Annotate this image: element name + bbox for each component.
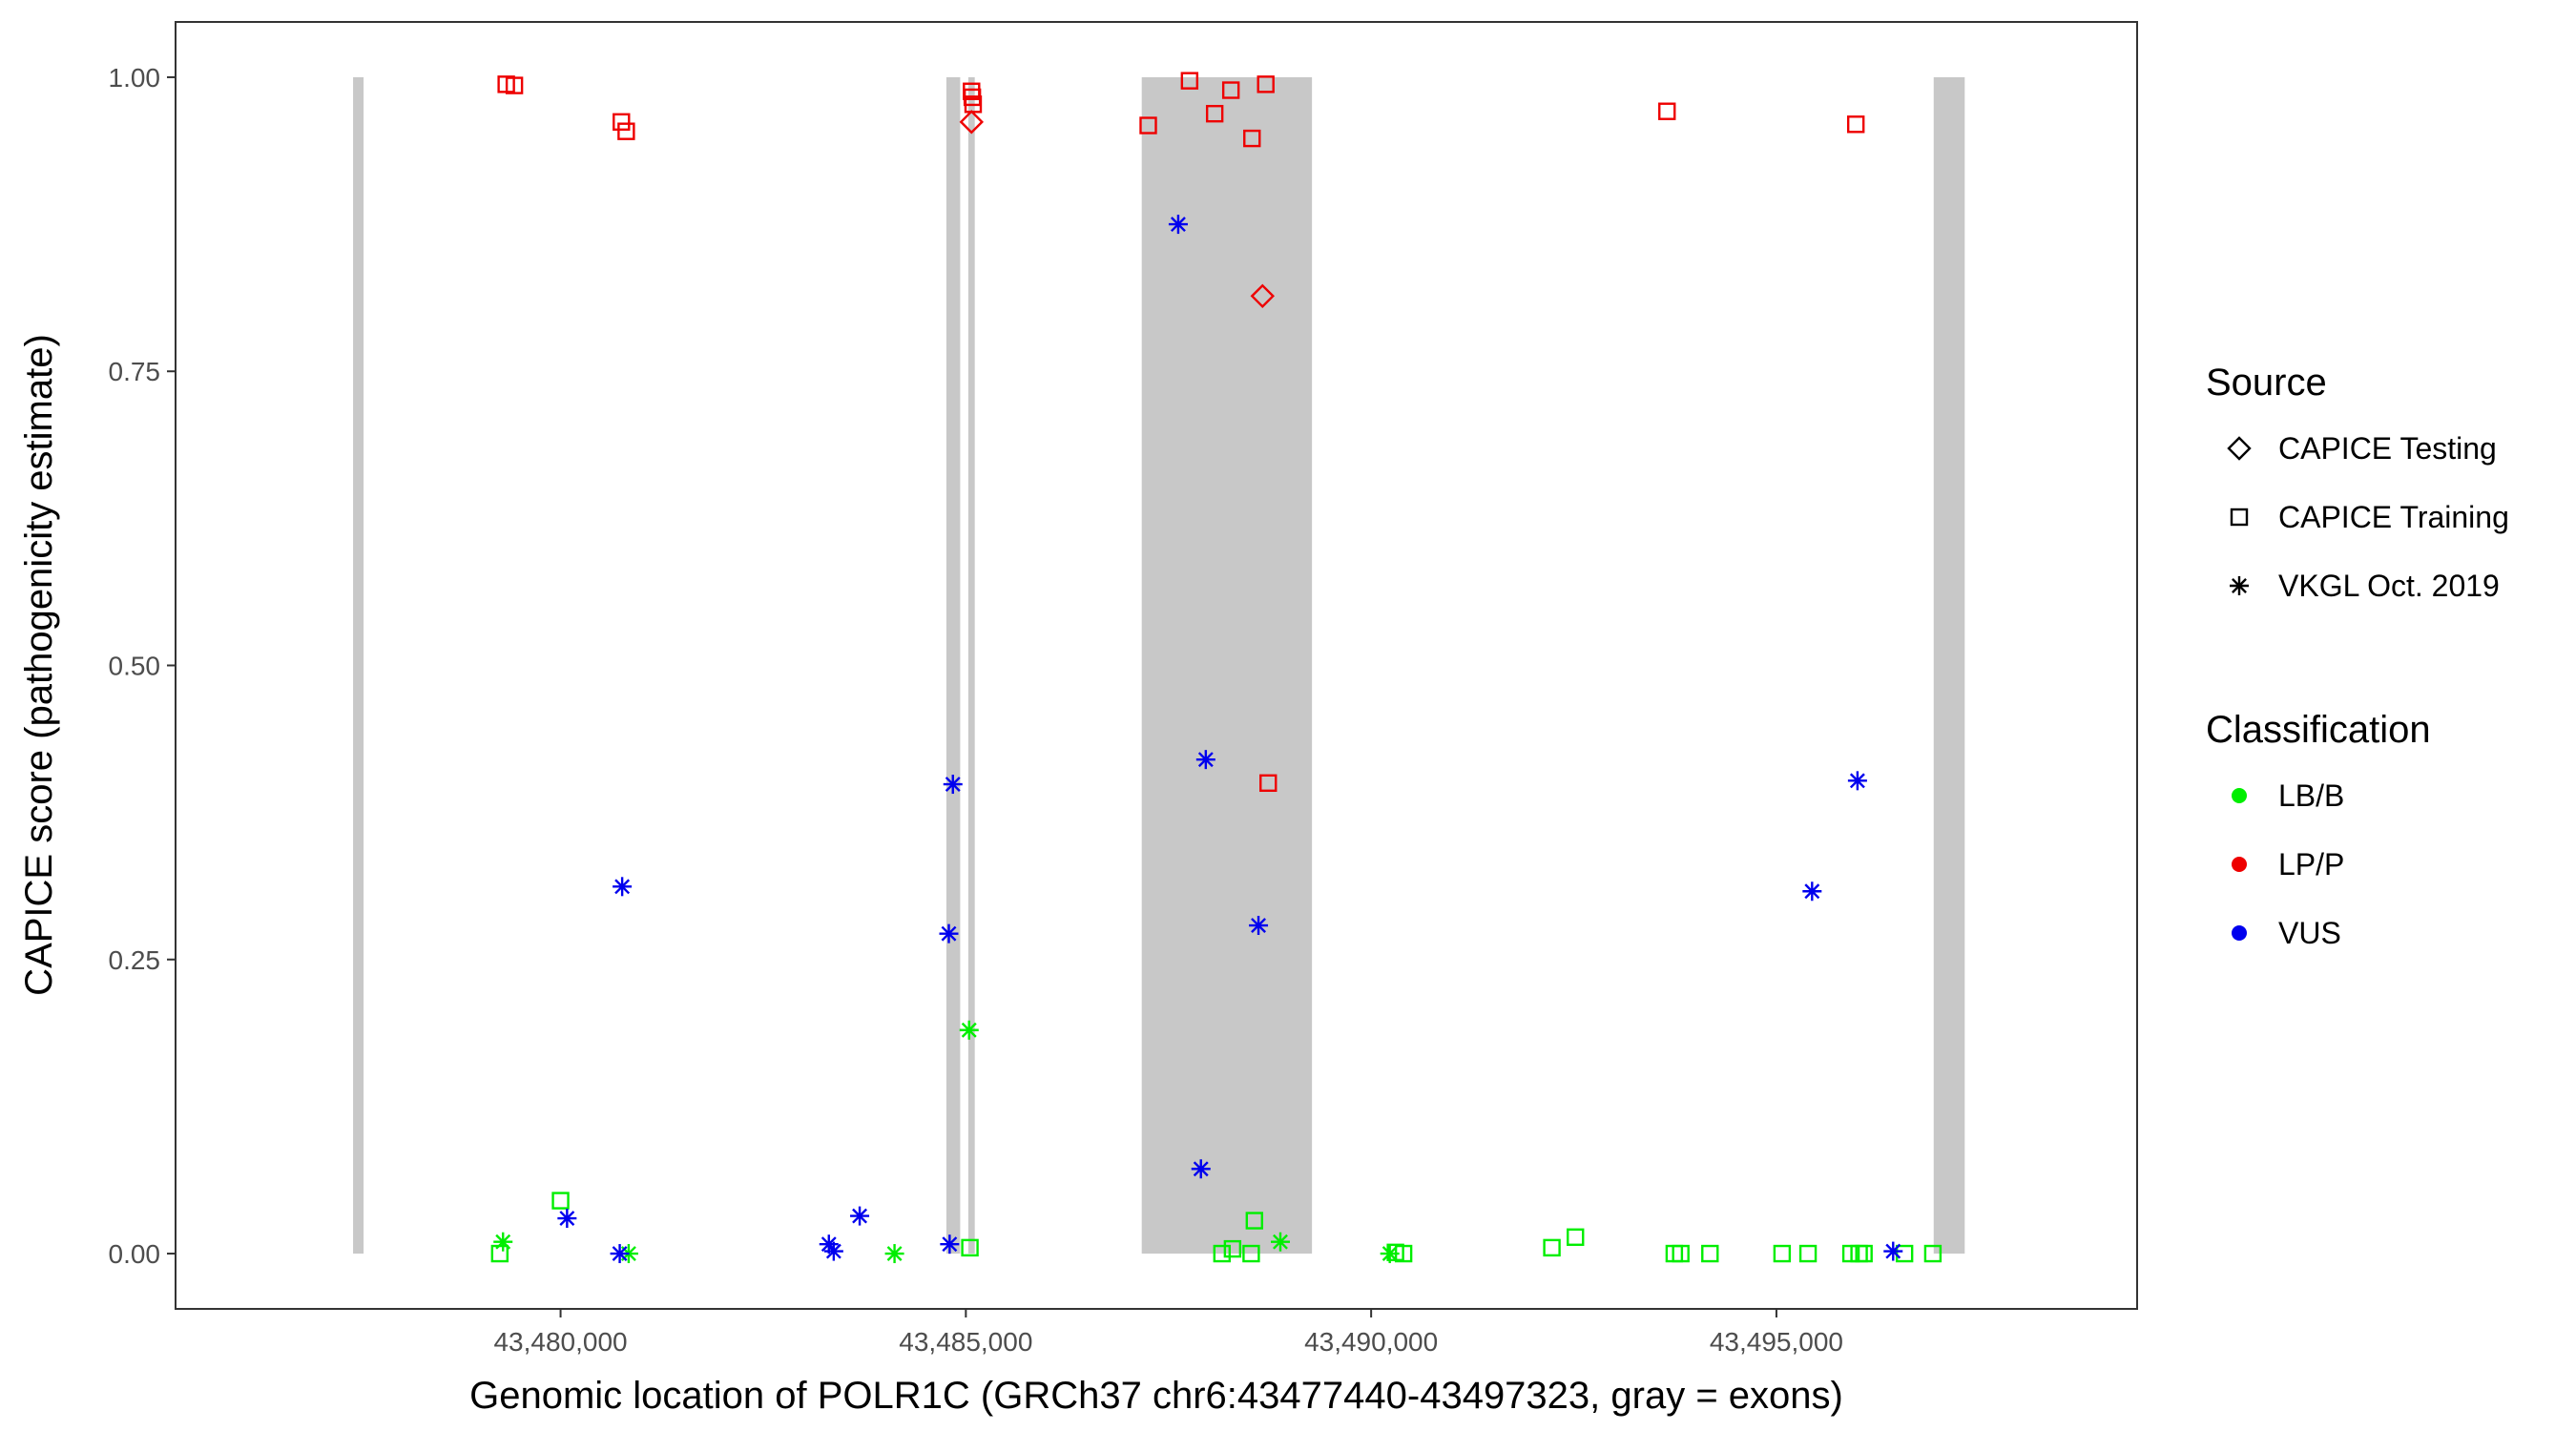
data-point-square	[490, 1244, 509, 1263]
legend-source-items: CAPICE Testing CAPICE Training VKGL Oct. 2…	[2227, 431, 2509, 603]
legend-key-color	[2232, 925, 2247, 941]
x-tick-label: 43,485,000	[899, 1327, 1032, 1357]
legend-title-classification: Classification	[2206, 709, 2431, 751]
exon-bands	[353, 76, 1965, 1255]
data-point-asterisk	[940, 1234, 960, 1255]
data-point-diamond	[1250, 283, 1275, 309]
legend-class-label: LP/P	[2278, 847, 2344, 881]
data-point-asterisk	[610, 1244, 630, 1264]
data-point-square	[1567, 1228, 1585, 1246]
data-point-square	[1923, 1244, 1942, 1263]
data-point-asterisk	[943, 775, 963, 795]
data-point-asterisk	[1168, 215, 1188, 235]
exon-band	[1141, 76, 1313, 1255]
data-point-square	[1213, 1244, 1232, 1263]
y-axis-title: CAPICE score (pathogenicity estimate)	[18, 334, 60, 996]
data-point-square	[1257, 75, 1275, 93]
x-tick-label: 43,490,000	[1304, 1327, 1438, 1357]
legend-class-items: LB/B LP/P VUS	[2232, 778, 2344, 950]
x-tick-label: 43,495,000	[1710, 1327, 1843, 1357]
exon-band	[967, 76, 975, 1255]
data-point-diamond	[959, 110, 984, 135]
data-point-square	[1205, 104, 1224, 123]
y-tick-label: 0.75	[109, 357, 161, 386]
exon-band	[1933, 76, 1965, 1255]
legend-source-label: CAPICE Training	[2278, 500, 2509, 534]
data-point-asterisk	[1380, 1244, 1400, 1264]
data-point-square	[1139, 116, 1157, 135]
data-point-square	[1701, 1244, 1719, 1263]
data-point-asterisk	[1847, 771, 1867, 791]
legend-class-label: LB/B	[2278, 778, 2344, 813]
legend-key-asterisk	[2230, 576, 2249, 595]
data-points	[490, 72, 1942, 1264]
data-point-square	[1672, 1244, 1690, 1263]
legend-key-color	[2232, 788, 2247, 803]
data-point-square	[617, 122, 635, 140]
y-tick-label: 0.00	[109, 1239, 161, 1269]
legend-class-label: VUS	[2278, 916, 2341, 950]
legend-key-color	[2232, 857, 2247, 872]
data-point-asterisk	[1191, 1159, 1211, 1179]
data-point-square	[1665, 1244, 1684, 1263]
data-point-asterisk	[1270, 1232, 1290, 1252]
data-point-asterisk	[1883, 1241, 1903, 1261]
data-point-asterisk	[1802, 881, 1822, 902]
data-point-square	[1846, 115, 1865, 134]
data-point-square	[1180, 72, 1199, 90]
data-point-square	[613, 113, 631, 132]
data-point-square	[1658, 102, 1676, 120]
data-point-square	[1543, 1238, 1561, 1257]
legend-key-diamond	[2227, 436, 2252, 461]
data-point-asterisk	[1195, 750, 1215, 770]
data-point-square	[1895, 1244, 1914, 1263]
x-axis: 43,480,000 43,485,000 43,490,000 43,495,000	[493, 1309, 1843, 1357]
legend-source-label: VKGL Oct. 2019	[2278, 569, 2500, 603]
exon-band	[353, 76, 364, 1255]
exon-band	[945, 76, 961, 1255]
legend-title-source: Source	[2206, 362, 2327, 404]
data-point-asterisk	[850, 1206, 870, 1226]
data-point-square	[1798, 1244, 1818, 1263]
x-tick-label: 43,480,000	[493, 1327, 627, 1357]
data-point-square	[551, 1192, 570, 1210]
data-point-square	[1242, 1244, 1260, 1263]
legend-key-square	[2230, 508, 2249, 527]
x-axis-title: Genomic location of POLR1C (GRCh37 chr6:…	[469, 1375, 1843, 1417]
y-tick-label: 1.00	[109, 63, 161, 93]
data-point-asterisk	[613, 877, 633, 897]
data-point-asterisk	[959, 1020, 979, 1040]
data-point-asterisk	[557, 1209, 577, 1229]
data-point-square	[1773, 1244, 1792, 1263]
data-point-square	[1243, 129, 1261, 148]
data-point-square	[1223, 1239, 1242, 1258]
data-point-asterisk	[1249, 916, 1269, 936]
data-point-asterisk	[884, 1244, 904, 1264]
data-point-square	[1221, 81, 1240, 99]
y-axis: 0.00 0.25 0.50 0.75 1.00	[109, 63, 176, 1269]
data-point-asterisk	[939, 923, 959, 944]
data-point-square	[964, 95, 983, 114]
legend-source-label: CAPICE Testing	[2278, 431, 2497, 466]
data-point-square	[505, 76, 524, 94]
data-point-square	[1245, 1212, 1264, 1230]
y-tick-label: 0.50	[109, 652, 161, 681]
data-point-square	[1259, 774, 1278, 793]
data-point-asterisk	[823, 1241, 843, 1261]
legend: Source CAPICE Testing CAPICE Training VKGL…	[2206, 362, 2509, 950]
y-tick-label: 0.25	[109, 945, 161, 975]
data-point-asterisk	[493, 1232, 513, 1252]
data-point-square	[1855, 1244, 1873, 1263]
data-point-square	[961, 1238, 979, 1257]
